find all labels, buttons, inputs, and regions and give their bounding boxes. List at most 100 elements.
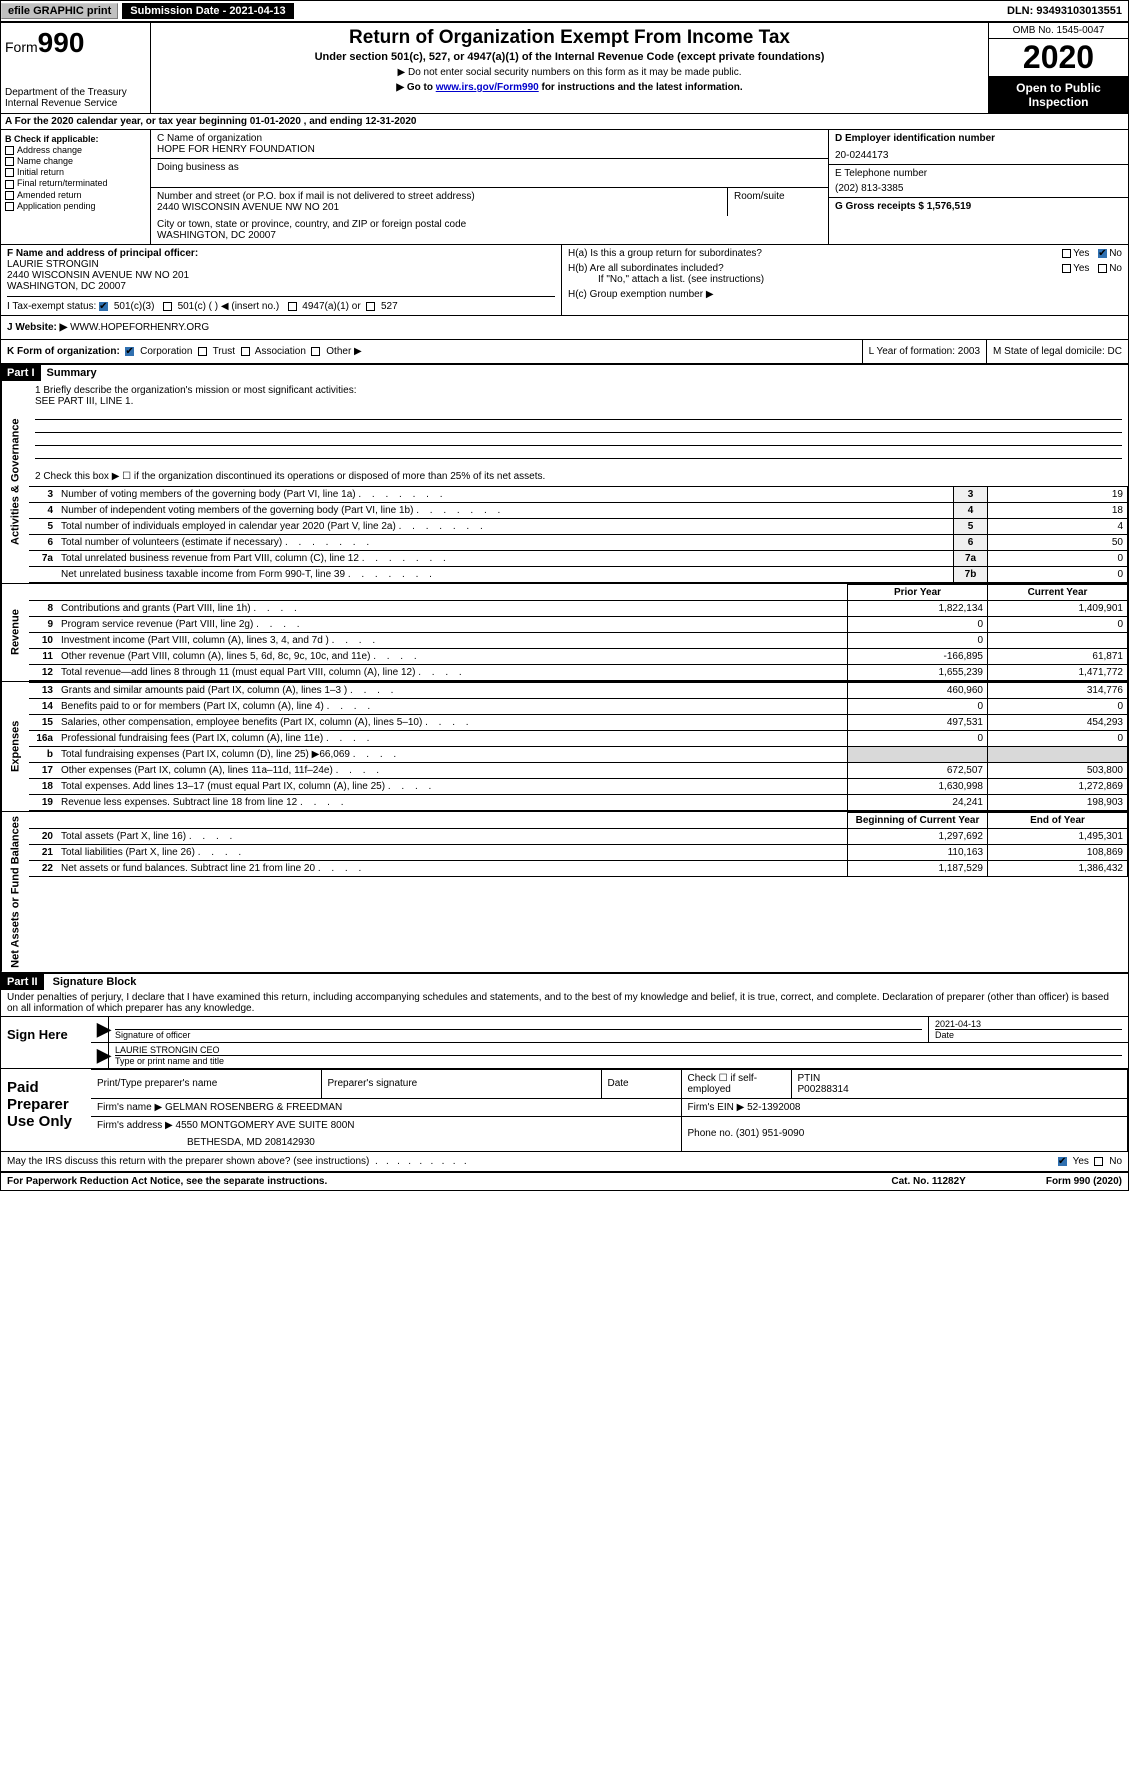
th-begin: Beginning of Current Year <box>848 813 988 829</box>
sig-date-label: Date <box>935 1029 1122 1040</box>
tax-year: 2020 <box>989 39 1128 77</box>
th-end: End of Year <box>988 813 1128 829</box>
exp-table: 13Grants and similar amounts paid (Part … <box>29 682 1128 811</box>
table-row: bTotal fundraising expenses (Part IX, co… <box>29 747 1128 763</box>
omb: OMB No. 1545-0047 <box>989 23 1128 39</box>
table-row: 10Investment income (Part VIII, column (… <box>29 633 1128 649</box>
section-i: I Tax-exempt status: 501(c)(3) 501(c) ( … <box>7 296 555 312</box>
th-current: Current Year <box>988 585 1128 601</box>
chk-501c3[interactable] <box>99 302 108 311</box>
efile-button[interactable]: efile GRAPHIC print <box>1 3 118 19</box>
rev-table: Prior YearCurrent Year 8Contributions an… <box>29 584 1128 681</box>
form-year-block: OMB No. 1545-0047 2020 Open to Public In… <box>988 23 1128 113</box>
paid-label: Paid Preparer Use Only <box>1 1069 91 1151</box>
i-label: I Tax-exempt status: <box>7 301 96 312</box>
website: WWW.HOPEFORHENRY.ORG <box>70 322 209 333</box>
hb-no[interactable] <box>1098 264 1107 273</box>
table-row: 22Net assets or fund balances. Subtract … <box>29 861 1128 877</box>
ptin: P00288314 <box>798 1084 1122 1095</box>
ptin-label: PTIN <box>798 1073 1122 1084</box>
q1-value: SEE PART III, LINE 1. <box>35 396 1122 407</box>
table-row: 8Contributions and grants (Part VIII, li… <box>29 601 1128 617</box>
form-link[interactable]: www.irs.gov/Form990 <box>436 82 539 93</box>
chk-assoc[interactable] <box>241 347 250 356</box>
chk-other[interactable] <box>311 347 320 356</box>
officer-name: LAURIE STRONGIN <box>7 259 555 270</box>
footer-right: Form 990 (2020) <box>1046 1176 1122 1187</box>
prep-h4a: Check ☐ if self-employed <box>681 1069 791 1098</box>
gross-label: G Gross receipts $ <box>835 201 927 212</box>
form-990: Form990 Department of the Treasury Inter… <box>0 22 1129 1191</box>
firm-name: GELMAN ROSENBERG & FREEDMAN <box>165 1102 342 1113</box>
section-de: D Employer identification number 20-0244… <box>828 130 1128 244</box>
org-name: HOPE FOR HENRY FOUNDATION <box>157 144 822 155</box>
section-h: H(a) Is this a group return for subordin… <box>561 245 1128 315</box>
ein-value: 20-0244173 <box>835 150 1122 161</box>
c-name-label: C Name of organization <box>157 133 822 144</box>
form-label: Form <box>5 39 38 55</box>
chk-4947[interactable] <box>288 302 297 311</box>
chk-pending[interactable] <box>5 202 14 211</box>
phone-label: E Telephone number <box>835 168 1122 179</box>
chk-527[interactable] <box>366 302 375 311</box>
b-label: B Check if applicable: <box>5 134 146 144</box>
chk-initial[interactable] <box>5 168 14 177</box>
j-label: J Website: ▶ <box>7 322 70 333</box>
form-title: Return of Organization Exempt From Incom… <box>155 27 984 49</box>
section-k: K Form of organization: Corporation Trus… <box>1 340 1128 365</box>
side-governance: Activities & Governance <box>1 381 29 583</box>
table-row: 17Other expenses (Part IX, column (A), l… <box>29 763 1128 779</box>
sig-name-label: Type or print name and title <box>115 1055 1122 1066</box>
firm-ein: 52-1392008 <box>747 1102 800 1113</box>
footer-left: For Paperwork Reduction Act Notice, see … <box>7 1176 891 1187</box>
table-row: 21Total liabilities (Part X, line 26) . … <box>29 845 1128 861</box>
form-note-1: ▶ Do not enter social security numbers o… <box>155 67 984 78</box>
discuss-yes[interactable] <box>1058 1157 1067 1166</box>
table-row: 11Other revenue (Part VIII, column (A), … <box>29 649 1128 665</box>
ha-yes[interactable] <box>1062 249 1071 258</box>
org-city: WASHINGTON, DC 20007 <box>157 230 822 241</box>
discuss-row: May the IRS discuss this return with the… <box>1 1152 1128 1173</box>
prep-h3: Date <box>601 1069 681 1098</box>
th-prior: Prior Year <box>848 585 988 601</box>
org-address: 2440 WISCONSIN AVENUE NW NO 201 <box>157 202 721 213</box>
section-j: J Website: ▶ WWW.HOPEFORHENRY.ORG <box>1 316 1128 340</box>
table-row: Net unrelated business taxable income fr… <box>29 567 1128 583</box>
table-row: 14Benefits paid to or for members (Part … <box>29 699 1128 715</box>
chk-501c[interactable] <box>163 302 172 311</box>
room-label: Room/suite <box>728 188 828 216</box>
prep-h1: Print/Type preparer's name <box>91 1069 321 1098</box>
chk-amended[interactable] <box>5 191 14 200</box>
section-f: F Name and address of principal officer:… <box>1 245 561 315</box>
firm-ein-label: Firm's EIN ▶ <box>688 1102 745 1113</box>
city-label: City or town, state or province, country… <box>157 219 822 230</box>
table-row: 15Salaries, other compensation, employee… <box>29 715 1128 731</box>
firm-label: Firm's name ▶ <box>97 1102 162 1113</box>
f-label: F Name and address of principal officer: <box>7 248 198 259</box>
form-note-2: ▶ Go to www.irs.gov/Form990 for instruct… <box>155 82 984 93</box>
chk-name[interactable] <box>5 157 14 166</box>
chk-address[interactable] <box>5 146 14 155</box>
table-row: 5Total number of individuals employed in… <box>29 519 1128 535</box>
firm-addr1: 4550 MONTGOMERY AVE SUITE 800N <box>176 1120 355 1131</box>
arrow-icon: ▶ <box>91 1043 109 1068</box>
gross-value: 1,576,519 <box>927 201 972 212</box>
dba-label: Doing business as <box>157 162 822 173</box>
na-table: Beginning of Current YearEnd of Year 20T… <box>29 812 1128 877</box>
chk-trust[interactable] <box>198 347 207 356</box>
table-row: 20Total assets (Part X, line 16) . . . .… <box>29 829 1128 845</box>
year-formation: L Year of formation: 2003 <box>862 340 986 363</box>
chk-corp[interactable] <box>125 347 134 356</box>
hb-yes[interactable] <box>1062 264 1071 273</box>
firm-addr-label: Firm's address ▶ <box>97 1120 173 1131</box>
chk-final[interactable] <box>5 180 14 189</box>
footer: For Paperwork Reduction Act Notice, see … <box>1 1173 1128 1190</box>
discuss-no[interactable] <box>1094 1157 1103 1166</box>
side-netassets: Net Assets or Fund Balances <box>1 812 29 972</box>
open-public: Open to Public Inspection <box>989 77 1128 113</box>
officer-addr: 2440 WISCONSIN AVENUE NW NO 201 WASHINGT… <box>7 270 555 292</box>
q1-label: 1 Briefly describe the organization's mi… <box>35 385 1122 396</box>
ha-no[interactable] <box>1098 249 1107 258</box>
perjury-text: Under penalties of perjury, I declare th… <box>1 990 1128 1017</box>
sign-here-block: Sign Here ▶ Signature of officer 2021-04… <box>1 1017 1128 1069</box>
